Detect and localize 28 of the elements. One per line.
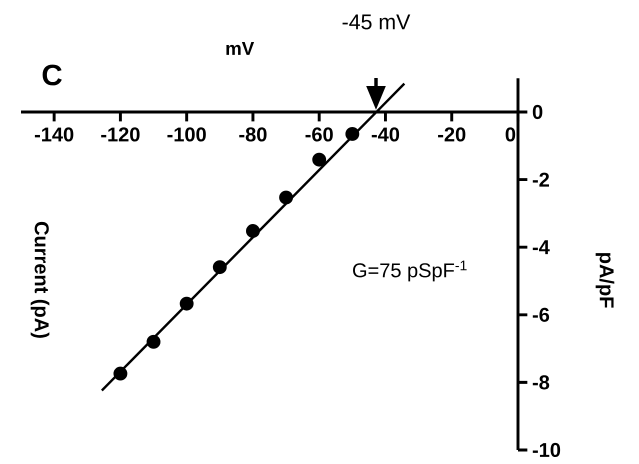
point: [212, 260, 227, 274]
x-tick-label: -120: [101, 127, 140, 142]
x-tick-label: 0: [506, 127, 516, 142]
annotation: G=75 pSpF$^{-1}$: [353, 260, 467, 282]
point: [113, 366, 128, 381]
x-tick-label: -20: [438, 127, 466, 142]
point: [312, 152, 326, 167]
y-tick-label: -2: [532, 172, 550, 187]
y-tick-label: -10: [532, 442, 560, 458]
x-tick-label: -100: [167, 127, 206, 142]
x-tick-label: -80: [239, 127, 267, 142]
y-tick-label: 0: [532, 104, 542, 120]
y-tick-label: -8: [532, 375, 550, 390]
text: -45 mV: [342, 14, 410, 30]
point: [146, 334, 160, 349]
x-tick-label: -60: [306, 127, 333, 142]
point: [279, 190, 294, 204]
point: [246, 224, 260, 238]
point: [345, 127, 360, 141]
point: [180, 296, 194, 311]
y-tick-label: -6: [532, 308, 550, 322]
x-axis-title: mV: [226, 42, 254, 55]
x-tick-label: -40: [372, 127, 400, 142]
annotation: C: [42, 64, 62, 86]
annotation: Current (pA): [30, 222, 50, 338]
y-tick-label: -4: [532, 240, 550, 254]
y-axis-title: pA/pF: [596, 253, 614, 308]
x-tick-label: -140: [34, 127, 74, 142]
